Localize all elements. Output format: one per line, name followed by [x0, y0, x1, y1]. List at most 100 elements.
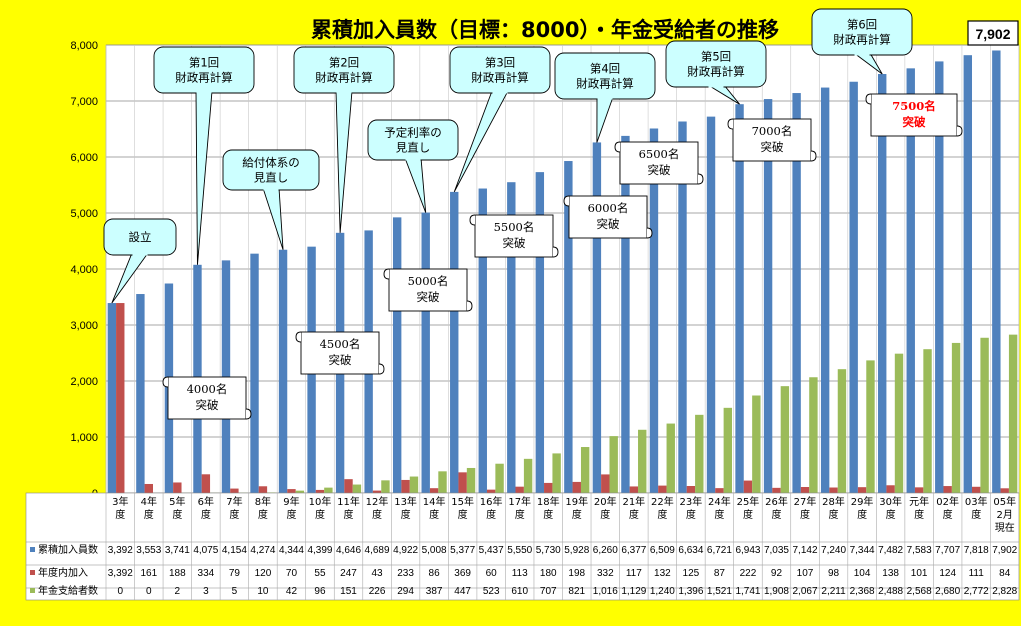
- table-cell-value: 6,721: [707, 545, 732, 556]
- bar: [906, 68, 915, 494]
- bar: [552, 453, 561, 493]
- y-tick-label: 4,000: [70, 264, 98, 276]
- x-category-label: 14年度: [423, 495, 446, 521]
- table-cell-value: 1,129: [621, 586, 646, 597]
- x-category-label: 5年度: [169, 495, 185, 521]
- table-cell-value: 117: [626, 568, 642, 579]
- table-cell-value: 124: [939, 568, 956, 579]
- table-cell-value: 247: [340, 568, 357, 579]
- callout-text: 予定利率の: [384, 126, 442, 140]
- table-cell-value: 5: [232, 586, 238, 597]
- table-cell-value: 1,016: [593, 586, 618, 597]
- table-cell-value: 5,377: [450, 545, 475, 556]
- table-cell-value: 132: [654, 568, 671, 579]
- bar: [450, 191, 459, 493]
- callout-joint: [336, 90, 352, 94]
- x-category-label: 17年度: [508, 495, 531, 521]
- x-category-label: 21年度: [622, 495, 645, 521]
- milestone-text: 突破: [196, 398, 219, 412]
- bar: [951, 342, 961, 493]
- x-category-label: 12年度: [366, 495, 389, 521]
- chart-title: 累積加入員数（目標：8000）・年金受給者の推移: [311, 18, 779, 42]
- bar: [820, 87, 830, 493]
- bar: [107, 303, 117, 493]
- scroll-curl: [383, 268, 390, 280]
- table-cell-value: 198: [568, 568, 585, 579]
- scroll-body: [167, 376, 247, 420]
- bar: [352, 484, 362, 493]
- bar: [572, 481, 581, 493]
- bar: [495, 463, 504, 493]
- table-cell-value: 523: [483, 586, 500, 597]
- table-cell-value: 3: [203, 586, 209, 597]
- scroll-curl: [162, 376, 169, 388]
- callout-text: 見直し: [254, 171, 289, 185]
- bar: [963, 55, 973, 493]
- bar: [544, 482, 553, 493]
- x-category-label: 18年度: [537, 495, 560, 521]
- x-category-label: 28年度: [822, 495, 845, 521]
- table-cell-value: 7,482: [878, 545, 903, 556]
- bar: [344, 479, 353, 493]
- table-cell-value: 7,240: [821, 545, 846, 556]
- x-category-label: 25年度: [737, 495, 760, 521]
- callout-text: 設立: [129, 230, 152, 244]
- bar: [943, 486, 952, 493]
- scroll-curl: [378, 363, 385, 375]
- callout-text: 財政再計算: [576, 77, 634, 91]
- table-cell-value: 2: [175, 586, 181, 597]
- scroll-body: [870, 93, 958, 137]
- bar: [523, 458, 533, 493]
- callout-joint: [196, 90, 212, 94]
- x-category-label: 02年度: [936, 495, 959, 521]
- table-cell-value: 6,260: [593, 545, 618, 556]
- table-cell-value: 7,583: [907, 545, 932, 556]
- callout-text: 見直し: [396, 141, 431, 155]
- milestone-text: 6000名: [588, 201, 629, 215]
- bar: [649, 128, 659, 493]
- table-cell-value: 2,067: [793, 586, 818, 597]
- x-category-label: 11年度: [337, 495, 360, 521]
- scroll-curl: [810, 150, 817, 162]
- bar: [580, 447, 590, 493]
- latest-value-frame: [967, 20, 1019, 46]
- bar: [287, 489, 296, 493]
- milestone-text: 4000名: [187, 382, 228, 396]
- milestone-text: 突破: [903, 115, 926, 129]
- bar: [857, 487, 867, 493]
- legend-entry: 年度内加入: [38, 566, 88, 579]
- x-category-label: 03年度: [965, 495, 988, 521]
- bar: [763, 99, 773, 493]
- scroll-body: [732, 118, 812, 162]
- bar: [429, 488, 439, 493]
- x-category-label: 30年度: [879, 495, 902, 521]
- milestone-text: 突破: [648, 163, 671, 177]
- x-category-label: 29年度: [851, 495, 874, 521]
- table-cell-value: 7,344: [850, 545, 875, 556]
- scroll-curl: [563, 195, 570, 207]
- table-cell-value: 2,680: [935, 586, 960, 597]
- bar: [658, 485, 667, 493]
- table-cell-value: 42: [286, 586, 298, 597]
- bar: [438, 471, 447, 493]
- bar: [564, 161, 573, 494]
- scroll-curl: [245, 408, 252, 420]
- table-cell-value: 2,568: [907, 586, 932, 597]
- bar: [792, 93, 801, 493]
- table-cell-value: 387: [426, 586, 443, 597]
- x-category-label: 7年度: [226, 495, 242, 521]
- callout-joint: [708, 84, 724, 88]
- table-cell-value: 7,818: [964, 545, 989, 556]
- legend-entry: 年金支給者数: [38, 584, 98, 597]
- bar: [466, 467, 476, 493]
- x-category-label: 元年度: [909, 495, 929, 521]
- table-cell-value: 1,240: [650, 586, 675, 597]
- table-cell-value: 4,154: [222, 545, 247, 556]
- y-tick-label: 2,000: [70, 376, 98, 388]
